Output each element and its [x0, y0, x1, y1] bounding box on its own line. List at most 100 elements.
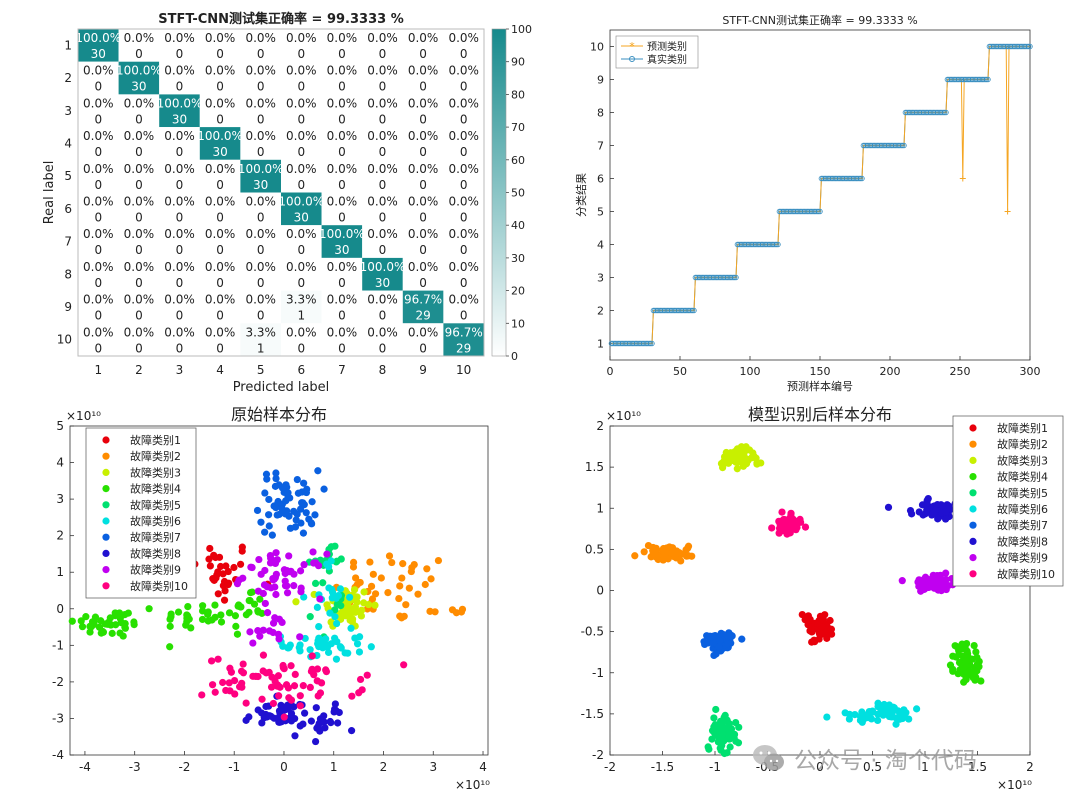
matrix-cell [118, 94, 160, 128]
legend-label: 故障类别6 [130, 514, 181, 528]
scatter-point [267, 584, 275, 592]
scatter-point [650, 549, 658, 558]
matrix-cell [402, 29, 444, 62]
cell-count: 0 [297, 80, 305, 94]
scatter-point [272, 590, 280, 599]
matrix-cell [281, 323, 322, 356]
scatter-point [82, 613, 90, 621]
scatter-point [278, 484, 287, 492]
scatter-point [649, 543, 657, 552]
legend-marker [102, 517, 110, 525]
scatter-point [284, 644, 292, 652]
scatter-point [700, 638, 708, 646]
scatter-point [328, 585, 336, 594]
scatter-point [395, 594, 403, 603]
matrix-cell [281, 94, 322, 128]
scatter-point [333, 619, 341, 628]
cell-count: 0 [135, 276, 143, 290]
scatter-point [879, 709, 887, 717]
scatter-point [291, 732, 299, 740]
legend-box [615, 35, 699, 69]
x-tick-label: -1 [228, 760, 240, 774]
cell-percent: 0.0% [448, 162, 479, 176]
scatter-point [298, 499, 306, 507]
scatter-point [710, 723, 718, 731]
plot-frame [609, 29, 1031, 361]
scatter-point [716, 636, 724, 645]
scatter-point [336, 643, 344, 651]
scatter-point [356, 578, 364, 587]
scatter-point [973, 660, 982, 668]
legend-marker [102, 501, 110, 509]
scatter-point [301, 634, 309, 643]
cell-percent: 0.0% [205, 31, 236, 45]
cell-count: 0 [338, 80, 346, 94]
scatter-point [259, 626, 267, 634]
scatter-point [384, 588, 392, 597]
scatter-point [716, 744, 724, 752]
matrix-cell [78, 323, 119, 356]
cell-percent: 0.0% [448, 64, 479, 78]
cell-percent: 0.0% [164, 195, 195, 209]
scatter-point [363, 671, 371, 679]
scatter-point [725, 727, 733, 735]
scatter-point [284, 684, 293, 692]
matrix-cell [281, 29, 322, 62]
scatter-point [659, 545, 668, 553]
cell-count: 0 [135, 112, 143, 126]
scatter-point [219, 678, 227, 687]
scatter-point [321, 724, 329, 732]
cell-percent: 0.0% [205, 293, 236, 307]
scatter-point [208, 681, 217, 689]
scatter-point [245, 713, 253, 721]
legend-marker [102, 485, 110, 493]
scatter-point [285, 552, 293, 560]
cell-count: 1 [297, 309, 305, 323]
scatter-point [458, 605, 467, 613]
scatter-point [174, 608, 183, 616]
matrix-cell [362, 257, 403, 291]
y-tick-label: 4 [64, 136, 72, 150]
scatter-point [258, 609, 266, 617]
legend-label: 故障类别8 [997, 534, 1048, 548]
cell-percent: 0.0% [83, 227, 114, 241]
cell-count: 0 [216, 309, 224, 323]
true-class-point [985, 76, 991, 83]
y-tick-label: 0 [596, 584, 604, 598]
cell-count: 30 [294, 211, 309, 225]
cell-count: 0 [257, 211, 265, 225]
y-exponent-label: ×10¹⁰ [606, 409, 641, 423]
cell-count: 30 [334, 243, 349, 257]
colorbar-tick-label: 50 [511, 187, 525, 200]
cell-percent: 0.0% [448, 129, 479, 143]
scatter-point [726, 743, 734, 751]
scatter-point [949, 652, 957, 660]
scatter-point [333, 600, 341, 608]
cell-count: 0 [379, 309, 387, 323]
scatter-point [273, 511, 281, 519]
cell-percent: 0.0% [448, 96, 479, 110]
scatter-point [268, 531, 276, 539]
scatter-point [932, 506, 940, 515]
y-tick-label: 3 [56, 492, 64, 506]
matrix-cell [362, 159, 403, 193]
legend-label: 故障类别4 [130, 482, 181, 496]
y-tick-label: 4 [56, 456, 64, 470]
matrix-cell [362, 323, 403, 356]
matrix-cell [118, 290, 160, 324]
matrix-cell [321, 29, 363, 62]
legend-marker [969, 440, 977, 448]
scatter-point [242, 699, 250, 707]
scatter-point [294, 489, 302, 497]
scatter-point [77, 617, 85, 625]
scatter-point [217, 611, 225, 619]
matrix-cell [199, 323, 241, 356]
colorbar-tick-label: 60 [511, 154, 525, 167]
cell-count: 0 [379, 47, 387, 61]
cell-count: 0 [135, 243, 143, 257]
cell-percent: 100.0% [75, 31, 121, 45]
matrix-cell [281, 225, 322, 258]
cell-percent: 0.0% [245, 293, 276, 307]
scatter-point [272, 474, 280, 483]
true-class-point [817, 208, 823, 215]
